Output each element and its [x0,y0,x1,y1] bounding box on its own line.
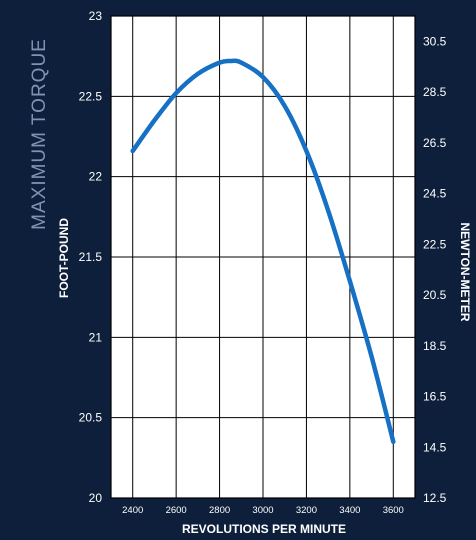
right-tick-label: 16.5 [423,390,447,404]
right-tick-label: 24.5 [423,187,447,201]
right-y-axis-ticks: 12.5 14.5 16.5 18.5 20.5 22.5 24.5 26.5 28.5 30.5 [423,34,447,505]
right-tick-label: 14.5 [423,440,447,454]
left-axis-title: FOOT-POUND [57,218,71,298]
left-tick-label: 21 [89,330,103,344]
right-tick-label: 28.5 [423,85,447,99]
right-tick-label: 22.5 [423,237,447,251]
left-tick-label: 23 [89,9,103,23]
side-title: MAXIMUM TORQUE [29,38,50,230]
plot-border [110,15,416,499]
left-tick-label: 20 [89,491,103,505]
x-tick-label: 3200 [296,505,317,516]
left-tick-label: 22.5 [79,89,103,103]
x-tick-label: 2400 [122,505,143,516]
x-tick-label: 2600 [166,505,187,516]
left-tick-label: 20.5 [79,411,103,425]
x-axis-ticks: 2400 2600 2800 3000 3200 3400 3600 [122,505,404,516]
left-tick-label: 21.5 [79,250,103,264]
torque-curve [130,58,396,445]
right-tick-label: 12.5 [423,491,447,505]
right-tick-label: 26.5 [423,136,447,150]
x-tick-label: 3000 [252,505,273,516]
x-axis-title: REVOLUTIONS PER MINUTE [182,522,346,536]
x-tick-label: 2800 [209,505,230,516]
right-tick-label: 20.5 [423,288,447,302]
x-tick-label: 3600 [383,505,404,516]
right-axis-title: NEWTON-METER [458,222,472,321]
grid [111,16,415,498]
right-tick-label: 30.5 [423,34,447,48]
x-tick-label: 3400 [339,505,360,516]
right-tick-label: 18.5 [423,339,447,353]
left-tick-label: 22 [89,170,103,184]
left-y-axis-ticks: 20 20.5 21 21.5 22 22.5 23 [79,9,103,505]
